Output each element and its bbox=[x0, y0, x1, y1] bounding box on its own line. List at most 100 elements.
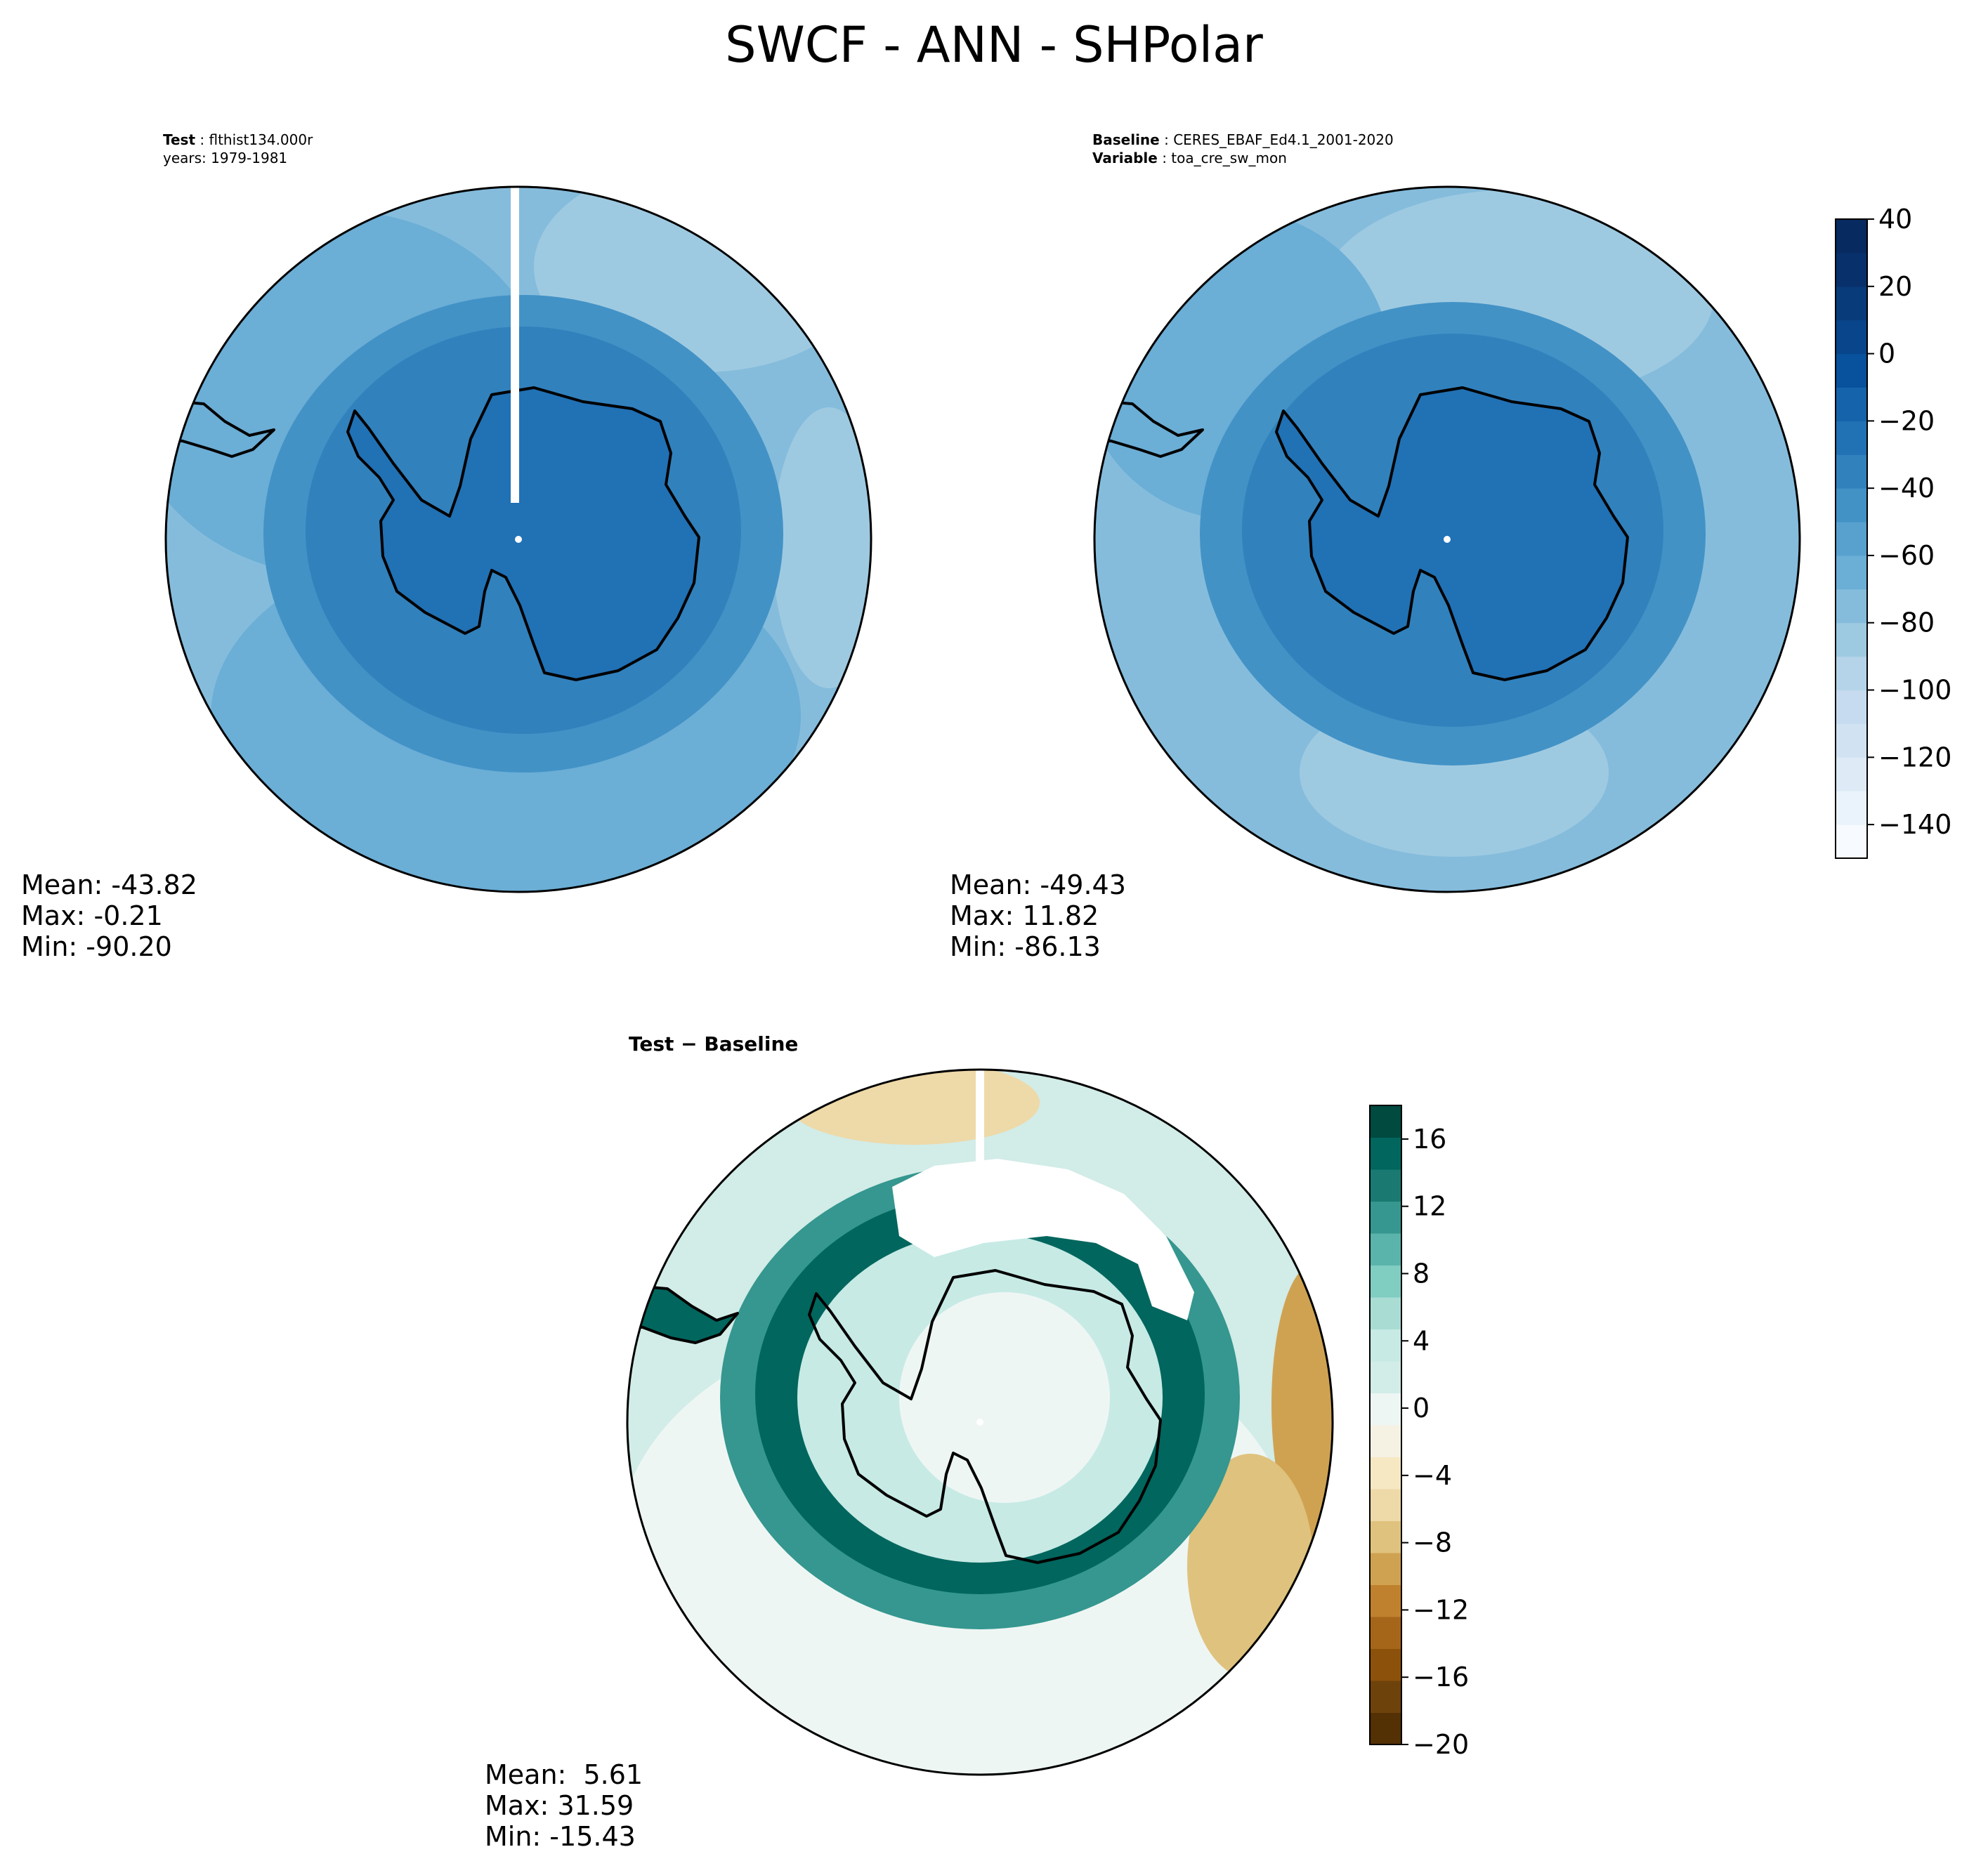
difference-max: Max: 31.59 bbox=[485, 1790, 634, 1821]
baseline-map bbox=[1094, 187, 1800, 892]
diff-colorbar-segment bbox=[1370, 1393, 1401, 1426]
variable-name: toa_cre_sw_mon bbox=[1171, 150, 1287, 166]
diff-colorbar-tick-label: 12 bbox=[1413, 1191, 1446, 1222]
main-colorbar-tick-label: −20 bbox=[1878, 405, 1935, 436]
main-colorbar-segment bbox=[1836, 421, 1867, 455]
baseline-map-boundary bbox=[1093, 185, 1801, 893]
diff-colorbar-tick-label: 0 bbox=[1413, 1393, 1430, 1424]
ocean-light-patch bbox=[773, 407, 871, 688]
test-map bbox=[166, 187, 871, 892]
diff-colorbar-tick-label: 16 bbox=[1413, 1124, 1446, 1155]
test-panel-header: Test : flthist134.000r years: 1979-1981 bbox=[163, 131, 313, 166]
baseline-stats: Mean: -49.43 Max: 11.82 Min: -86.13 bbox=[950, 869, 1126, 962]
main-colorbar-segment bbox=[1836, 555, 1867, 590]
main-colorbar-segment bbox=[1836, 522, 1867, 556]
baseline-panel-header: Baseline : CERES_EBAF_Ed4.1_2001-2020 Va… bbox=[1092, 131, 1394, 166]
main-colorbar-segment bbox=[1836, 824, 1867, 859]
difference-map-boundary bbox=[626, 1068, 1334, 1776]
test-mean: Mean: -43.82 bbox=[21, 869, 197, 900]
no-data-region bbox=[892, 1159, 1194, 1320]
diff-panel-header: Test − Baseline bbox=[629, 1032, 799, 1056]
difference-mean: Mean: 5.61 bbox=[485, 1759, 643, 1790]
diff-negative-patch bbox=[787, 1070, 1040, 1145]
data-gap-strip bbox=[511, 187, 519, 503]
pole-marker bbox=[1444, 536, 1451, 543]
main-colorbar-segment bbox=[1836, 589, 1867, 624]
main-colorbar-segment bbox=[1836, 252, 1867, 287]
antarctica bbox=[346, 386, 700, 681]
pole-marker bbox=[515, 536, 522, 543]
diff-negative-patch bbox=[1271, 1264, 1333, 1545]
antarctica-coast bbox=[808, 1269, 1162, 1564]
diff-colorbar-tick-label: 4 bbox=[1413, 1325, 1430, 1356]
main-colorbar-segment bbox=[1836, 387, 1867, 421]
diff-colorbar-tick-label: 8 bbox=[1413, 1258, 1430, 1289]
diff-colorbar-segment bbox=[1370, 1520, 1401, 1553]
main-colorbar-segment bbox=[1836, 690, 1867, 724]
test-map-boundary bbox=[164, 185, 872, 893]
diff-colorbar-segment bbox=[1370, 1712, 1401, 1745]
diff-colorbar-segment bbox=[1370, 1265, 1401, 1298]
test-min: Min: -90.20 bbox=[21, 931, 172, 962]
baseline-mean: Mean: -49.43 bbox=[950, 869, 1126, 900]
baseline-label: Baseline bbox=[1092, 131, 1160, 148]
diff-colorbar-tick-label: −20 bbox=[1413, 1729, 1469, 1760]
main-colorbar-tick-label: −100 bbox=[1878, 675, 1951, 706]
diff-colorbar-tick-label: −12 bbox=[1413, 1594, 1469, 1625]
main-colorbar-segment bbox=[1836, 757, 1867, 791]
diff-colorbar-tick-label: −4 bbox=[1413, 1460, 1452, 1491]
main-colorbar-tick-label: −40 bbox=[1878, 473, 1935, 504]
diff-interior-neutral bbox=[899, 1292, 1110, 1503]
main-colorbar-segment bbox=[1836, 320, 1867, 355]
figure-title: SWCF - ANN - SHPolar bbox=[725, 16, 1263, 74]
baseline-name: CERES_EBAF_Ed4.1_2001-2020 bbox=[1173, 131, 1394, 148]
diff-colorbar-segment bbox=[1370, 1648, 1401, 1681]
baseline-min: Min: -86.13 bbox=[950, 931, 1101, 962]
diff-colorbar-segment bbox=[1370, 1489, 1401, 1521]
diff-colorbar-tick-label: −8 bbox=[1413, 1527, 1452, 1558]
main-colorbar-tick-label: −140 bbox=[1878, 809, 1951, 840]
main-colorbar-segment bbox=[1836, 454, 1867, 489]
main-colorbar-segment bbox=[1836, 622, 1867, 657]
diff-colorbar-segment bbox=[1370, 1233, 1401, 1266]
main-colorbar-tick-label: −80 bbox=[1878, 607, 1935, 638]
diff-colorbar-segment bbox=[1370, 1201, 1401, 1234]
diff-colorbar-tick-label: −16 bbox=[1413, 1662, 1469, 1693]
main-colorbar-segment bbox=[1836, 656, 1867, 691]
main-colorbar-tick-label: −120 bbox=[1878, 742, 1951, 773]
main-colorbar-tick-label: 40 bbox=[1878, 204, 1912, 235]
diff-colorbar-segment bbox=[1370, 1681, 1401, 1713]
diff-colorbar-segment bbox=[1370, 1457, 1401, 1490]
diff-colorbar-frame bbox=[1369, 1105, 1402, 1745]
diff-colorbar-segment bbox=[1370, 1169, 1401, 1202]
diff-colorbar-segment bbox=[1370, 1137, 1401, 1170]
diff-colorbar-segment bbox=[1370, 1553, 1401, 1585]
main-colorbar-tick-label: −60 bbox=[1878, 540, 1935, 571]
main-colorbar-segment bbox=[1836, 219, 1867, 254]
difference-stats: Mean: 5.61 Max: 31.59 Min: -15.43 bbox=[485, 1759, 643, 1852]
south-america-coast bbox=[1094, 399, 1204, 458]
data-gap-strip bbox=[976, 1070, 984, 1182]
main-colorbar-frame bbox=[1835, 218, 1868, 859]
main-colorbar: 40 20 0 −20 −40 −60 −80 −100 −120 −140 bbox=[1835, 204, 1951, 859]
diff-colorbar-segment bbox=[1370, 1105, 1401, 1138]
main-colorbar-segment bbox=[1836, 488, 1867, 523]
difference-colorbar: 16 12 8 4 0 −4 −8 −12 −16 −20 bbox=[1369, 1105, 1469, 1760]
diff-colorbar-segment bbox=[1370, 1617, 1401, 1649]
main-colorbar-tick-label: 20 bbox=[1878, 271, 1912, 302]
diff-colorbar-segment bbox=[1370, 1297, 1401, 1329]
test-case-name: flthist134.000r bbox=[209, 131, 313, 148]
main-colorbar-segment bbox=[1836, 353, 1867, 388]
test-max: Max: -0.21 bbox=[21, 900, 163, 931]
difference-map bbox=[627, 1070, 1333, 1775]
test-stats: Mean: -43.82 Max: -0.21 Min: -90.20 bbox=[21, 869, 197, 962]
diff-colorbar-segment bbox=[1370, 1425, 1401, 1457]
baseline-max: Max: 11.82 bbox=[950, 900, 1099, 931]
diff-colorbar-segment bbox=[1370, 1361, 1401, 1393]
variable-label: Variable bbox=[1092, 150, 1158, 166]
main-colorbar-segment bbox=[1836, 791, 1867, 825]
test-label: Test bbox=[163, 131, 196, 148]
main-colorbar-tick-label: 0 bbox=[1878, 339, 1895, 369]
diff-colorbar-segment bbox=[1370, 1584, 1401, 1617]
